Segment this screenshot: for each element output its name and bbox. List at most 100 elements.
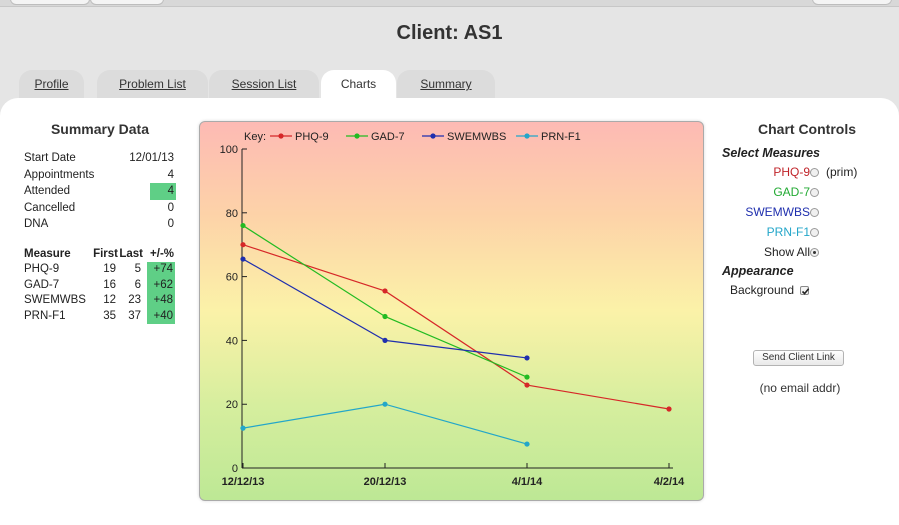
- x-tick-label: 20/12/13: [364, 476, 407, 488]
- toolbar-segment-left[interactable]: [10, 0, 90, 5]
- y-tick-label: 20: [226, 399, 238, 411]
- chart-controls: Chart Controls Select Measures PHQ-9 (pr…: [716, 121, 886, 300]
- series-line: [242, 244, 670, 410]
- measure-option-gad7[interactable]: GAD-7: [716, 182, 886, 202]
- measure-last: 5: [134, 263, 141, 275]
- legend-marker: [524, 133, 530, 139]
- summary-row: Appointments 4: [24, 167, 176, 184]
- top-toolbar: [0, 0, 899, 7]
- table-row: PHQ-9 19 5 +74: [24, 262, 176, 278]
- legend-label: PHQ-9: [295, 131, 329, 143]
- summary-row-label: Attended: [24, 185, 71, 197]
- series-line: [242, 258, 528, 359]
- summary-row: Start Date 12/01/13: [24, 150, 176, 167]
- data-point: [240, 256, 246, 262]
- data-point: [382, 401, 388, 407]
- header-change: +/-%: [150, 247, 174, 260]
- measure-name: SWEMWBS: [24, 294, 86, 306]
- measure-change: +74: [147, 262, 175, 278]
- data-point: [382, 313, 388, 320]
- chart-svg: 0 20 40 60 80 100 12/12/13 20/12/13 4/1/14 4/2/14…: [220, 131, 686, 488]
- tab-summary[interactable]: Summary: [397, 70, 495, 100]
- data-point: [240, 425, 246, 431]
- send-client-link-button[interactable]: Send Client Link: [753, 350, 844, 366]
- data-point: [524, 382, 530, 388]
- measure-option-label: PHQ-9: [773, 165, 810, 179]
- data-point: [666, 406, 672, 412]
- y-tick-label: 40: [226, 335, 238, 347]
- measure-option-label: GAD-7: [773, 185, 810, 199]
- email-note: (no email addr): [759, 381, 841, 395]
- summary-row-label: Appointments: [24, 168, 95, 181]
- background-option[interactable]: Background: [716, 280, 886, 300]
- checkmark-icon: [801, 288, 810, 295]
- summary-title: Summary Data: [50, 121, 150, 137]
- page-title: Client: AS1: [396, 22, 503, 44]
- series-line: [242, 225, 528, 378]
- measure-radio[interactable]: [810, 228, 819, 237]
- y-tick-label: 100: [220, 144, 238, 156]
- measure-name: PHQ-9: [24, 263, 60, 275]
- toolbar-segment-far-right[interactable]: [812, 0, 892, 5]
- x-tick-label: 4/2/14: [654, 476, 685, 488]
- background-checkbox[interactable]: [800, 286, 810, 295]
- measure-change: +48: [147, 293, 175, 309]
- measure-option-prnf1[interactable]: PRN-F1: [716, 222, 886, 242]
- table-row: SWEMWBS 12 23 +48: [24, 293, 176, 309]
- primary-tag: (prim): [826, 165, 858, 179]
- toolbar-segment-right[interactable]: [90, 0, 164, 5]
- measure-last: 23: [128, 294, 141, 306]
- summary-row-label: DNA: [24, 218, 49, 230]
- table-row: GAD-7 16 6 +62: [24, 277, 176, 293]
- series-line: [242, 403, 528, 445]
- measure-radio-selected[interactable]: [810, 248, 819, 257]
- summary-row-value: 0: [167, 218, 174, 230]
- legend-marker: [278, 133, 284, 139]
- measure-first: 19: [103, 263, 116, 275]
- tab-problem-list[interactable]: Problem List: [97, 70, 208, 100]
- summary-row-label: Start Date: [24, 152, 76, 164]
- measure-option-label: PRN-F1: [766, 225, 810, 239]
- measure-radio[interactable]: [810, 168, 819, 177]
- tab-session-list[interactable]: Session List: [209, 70, 319, 100]
- tab-charts[interactable]: Charts: [321, 70, 396, 101]
- measure-first: 35: [103, 309, 116, 322]
- measure-option-label: Show All: [763, 245, 810, 259]
- x-tick-label: 4/1/14: [512, 476, 543, 488]
- measure-change: +40: [147, 308, 175, 324]
- data-point: [382, 288, 388, 294]
- summary-row-label: Cancelled: [24, 201, 76, 214]
- header-last: Last: [119, 247, 143, 260]
- measure-change: +62: [147, 277, 175, 293]
- legend-label: PRN-F1: [541, 131, 581, 143]
- legend-marker: [354, 133, 360, 139]
- y-tick-label: 0: [232, 463, 238, 475]
- summary-data: Summary Data Start Date 12/01/13 Appoint…: [24, 121, 176, 324]
- legend-marker: [430, 133, 436, 139]
- summary-row-value: 0: [167, 201, 174, 214]
- header-measure: Measure: [24, 247, 71, 260]
- measure-radio[interactable]: [810, 188, 819, 197]
- line-chart: 0 20 40 60 80 100 12/12/13 20/12/13 4/1/14 4/2/14…: [199, 121, 704, 501]
- measure-option-swemwbs[interactable]: SWEMWBS: [716, 202, 886, 222]
- background-label: Background: [729, 283, 794, 297]
- select-measures-label: Select Measures: [722, 146, 820, 160]
- measure-radio[interactable]: [810, 208, 819, 217]
- measure-first: 12: [103, 294, 116, 306]
- header-first: First: [93, 247, 118, 260]
- data-point: [524, 441, 530, 447]
- measure-option-label: SWEMWBS: [745, 205, 810, 219]
- table-row: PRN-F1 35 37 +40: [24, 308, 176, 324]
- tab-profile[interactable]: Profile: [19, 70, 84, 100]
- data-point: [382, 337, 388, 343]
- measures-header-row: Measure First Last +/-%: [24, 247, 176, 263]
- summary-row-value: 12/01/13: [129, 152, 174, 164]
- measure-option-show-all[interactable]: Show All: [716, 242, 886, 262]
- measure-option-phq9[interactable]: PHQ-9 (prim): [716, 162, 886, 182]
- summary-row: Cancelled 0: [24, 200, 176, 217]
- data-point: [240, 222, 246, 229]
- data-point: [524, 355, 530, 361]
- data-point: [524, 374, 530, 380]
- measure-last: 6: [134, 278, 141, 291]
- summary-row: DNA 0: [24, 216, 176, 233]
